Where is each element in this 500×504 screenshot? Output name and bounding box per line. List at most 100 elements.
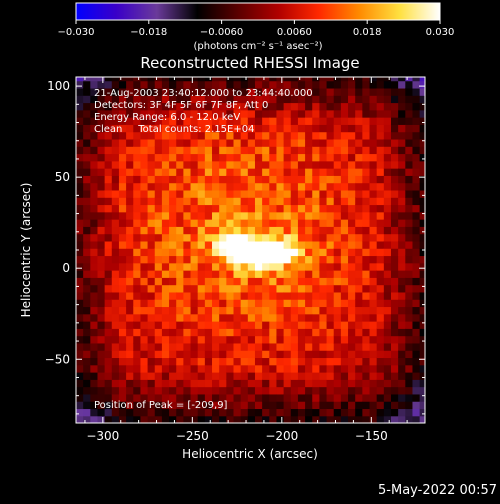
intensity-cell xyxy=(254,262,263,271)
intensity-cell xyxy=(118,255,127,264)
intensity-cell xyxy=(355,408,363,417)
intensity-cell xyxy=(283,182,292,191)
intensity-cell xyxy=(97,401,106,410)
intensity-cell xyxy=(297,321,306,329)
intensity-cell xyxy=(147,393,156,402)
intensity-cell xyxy=(305,175,313,184)
intensity-cell xyxy=(247,262,256,271)
intensity-cell xyxy=(226,197,235,206)
intensity-cell xyxy=(76,233,84,242)
intensity-cell xyxy=(176,233,184,242)
intensity-cell xyxy=(362,124,371,133)
intensity-cell xyxy=(197,77,206,82)
intensity-cell xyxy=(161,189,170,198)
intensity-cell xyxy=(290,364,299,373)
intensity-cell xyxy=(419,138,425,147)
intensity-cell xyxy=(355,102,363,111)
intensity-cell xyxy=(111,211,120,220)
intensity-cell xyxy=(405,189,414,198)
intensity-cell xyxy=(226,102,235,111)
intensity-cell xyxy=(154,248,163,257)
intensity-cell xyxy=(133,87,142,96)
intensity-cell xyxy=(326,284,335,293)
intensity-cell xyxy=(226,204,235,213)
intensity-cell xyxy=(176,87,184,96)
intensity-cell xyxy=(312,175,321,184)
intensity-cell xyxy=(412,182,421,191)
intensity-cell xyxy=(154,204,163,213)
intensity-cell xyxy=(154,197,163,206)
intensity-cell xyxy=(398,138,406,147)
intensity-cell xyxy=(147,328,156,337)
intensity-cell xyxy=(176,277,184,286)
intensity-cell xyxy=(97,291,106,300)
intensity-cell xyxy=(405,357,414,366)
intensity-cell xyxy=(90,277,99,286)
intensity-cell xyxy=(219,153,227,162)
intensity-cell xyxy=(76,401,84,410)
intensity-cell xyxy=(126,321,134,329)
intensity-cell xyxy=(97,153,106,162)
intensity-cell xyxy=(297,357,306,366)
intensity-cell xyxy=(326,77,335,82)
intensity-cell xyxy=(376,321,385,329)
intensity-cell xyxy=(362,379,371,388)
intensity-cell xyxy=(226,306,235,315)
intensity-cell xyxy=(369,226,378,235)
intensity-cell xyxy=(183,233,192,242)
intensity-cell xyxy=(169,262,177,271)
intensity-cell xyxy=(254,364,263,373)
intensity-cell xyxy=(161,328,170,337)
intensity-cell xyxy=(369,313,378,322)
intensity-cell xyxy=(297,226,306,235)
intensity-cell xyxy=(147,117,156,125)
intensity-cell xyxy=(140,233,149,242)
intensity-cell xyxy=(126,109,134,118)
intensity-cell xyxy=(262,102,270,111)
intensity-cell xyxy=(398,401,406,410)
intensity-cell xyxy=(376,189,385,198)
intensity-cell xyxy=(398,182,406,191)
intensity-cell xyxy=(276,306,285,315)
intensity-cell xyxy=(212,284,220,293)
intensity-cell xyxy=(405,77,414,82)
y-tick-label: 50 xyxy=(55,170,70,184)
intensity-cell xyxy=(333,219,342,227)
intensity-cell xyxy=(161,109,170,118)
intensity-cell xyxy=(297,364,306,373)
intensity-cell xyxy=(383,335,392,344)
intensity-cell xyxy=(104,255,113,264)
intensity-cell xyxy=(340,117,349,125)
intensity-cell xyxy=(269,372,278,380)
intensity-cell xyxy=(390,350,399,359)
intensity-cell xyxy=(383,80,392,89)
intensity-cell xyxy=(126,372,134,380)
intensity-cell xyxy=(140,255,149,264)
intensity-cell xyxy=(405,291,414,300)
intensity-cell xyxy=(247,189,256,198)
intensity-cell xyxy=(161,204,170,213)
intensity-cell xyxy=(262,233,270,242)
intensity-cell xyxy=(97,146,106,155)
intensity-cell xyxy=(348,226,356,235)
intensity-cell xyxy=(326,313,335,322)
intensity-cell xyxy=(333,204,342,213)
intensity-cell xyxy=(383,131,392,140)
intensity-cell xyxy=(104,364,113,373)
intensity-cell xyxy=(390,386,399,395)
intensity-cell xyxy=(176,226,184,235)
intensity-cell xyxy=(240,219,249,227)
intensity-cell xyxy=(197,328,206,337)
intensity-cell xyxy=(348,197,356,206)
intensity-cell xyxy=(76,306,84,315)
intensity-cell xyxy=(76,189,84,198)
intensity-cell xyxy=(312,321,321,329)
intensity-cell xyxy=(398,175,406,184)
intensity-cell xyxy=(419,401,425,410)
intensity-cell xyxy=(83,131,91,140)
intensity-cell xyxy=(405,102,414,111)
intensity-cell xyxy=(319,350,328,359)
intensity-cell xyxy=(362,109,371,118)
intensity-cell xyxy=(283,313,292,322)
intensity-cell xyxy=(312,408,321,417)
